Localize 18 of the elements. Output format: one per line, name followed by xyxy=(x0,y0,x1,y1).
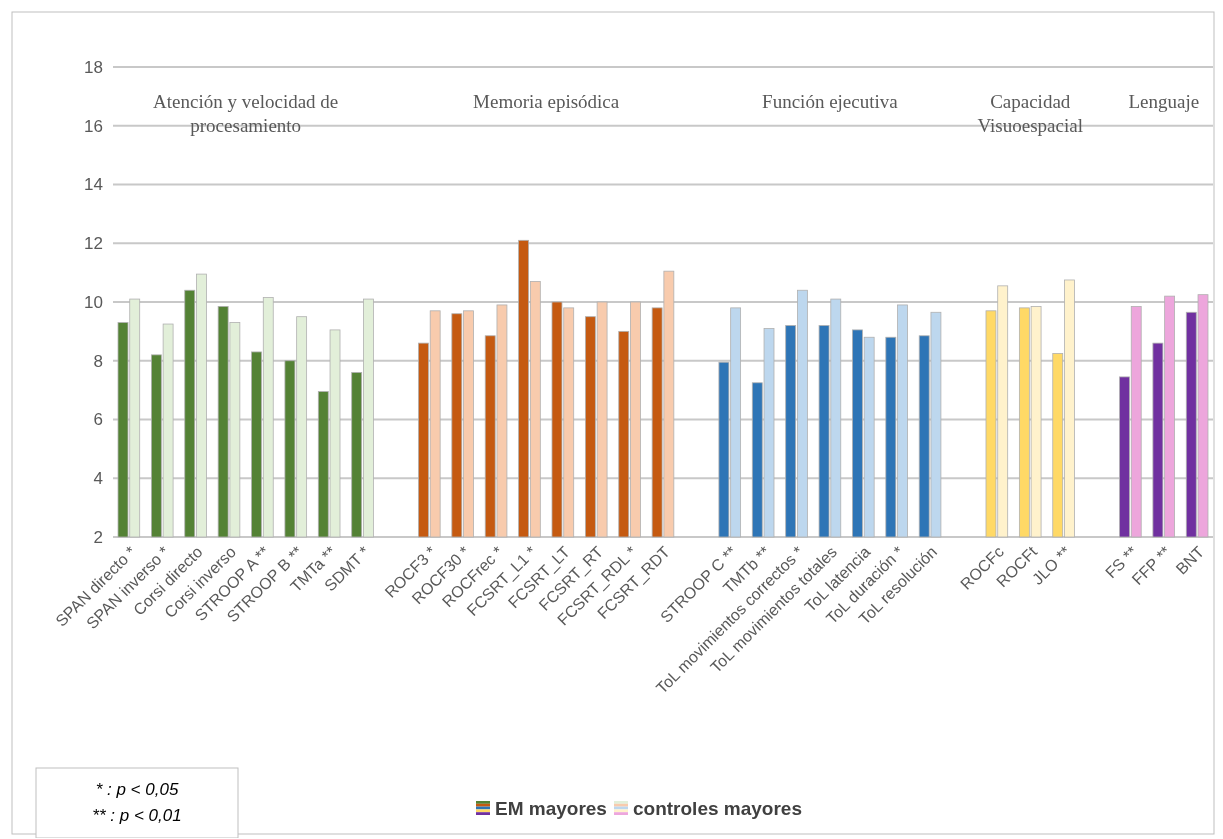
y-tick-label: 4 xyxy=(93,469,103,489)
legend-label: controles mayores xyxy=(633,798,802,819)
y-tick-label: 8 xyxy=(93,351,103,371)
annotation: Lenguaje xyxy=(1128,91,1200,113)
text: * : p < 0,05 xyxy=(95,780,179,799)
y-tick-label: 18 xyxy=(84,57,103,77)
y-tick-label: 14 xyxy=(84,175,103,195)
annotation: Memoria episódica xyxy=(473,91,620,113)
y-tick-label: 6 xyxy=(93,410,103,430)
text: ** : p < 0,01 xyxy=(92,806,182,825)
y-tick-label: 12 xyxy=(84,234,103,254)
annotation: Función ejecutiva xyxy=(762,91,899,113)
y-tick-label: 2 xyxy=(93,527,103,547)
y-tick-label: 10 xyxy=(84,292,103,312)
annotation: Capacidad Visuoespacial xyxy=(977,91,1083,137)
y-tick-label: 16 xyxy=(84,116,103,136)
annotation: Atención y velocidad de procesamiento xyxy=(153,91,339,137)
legend-label: EM mayores xyxy=(495,798,607,819)
